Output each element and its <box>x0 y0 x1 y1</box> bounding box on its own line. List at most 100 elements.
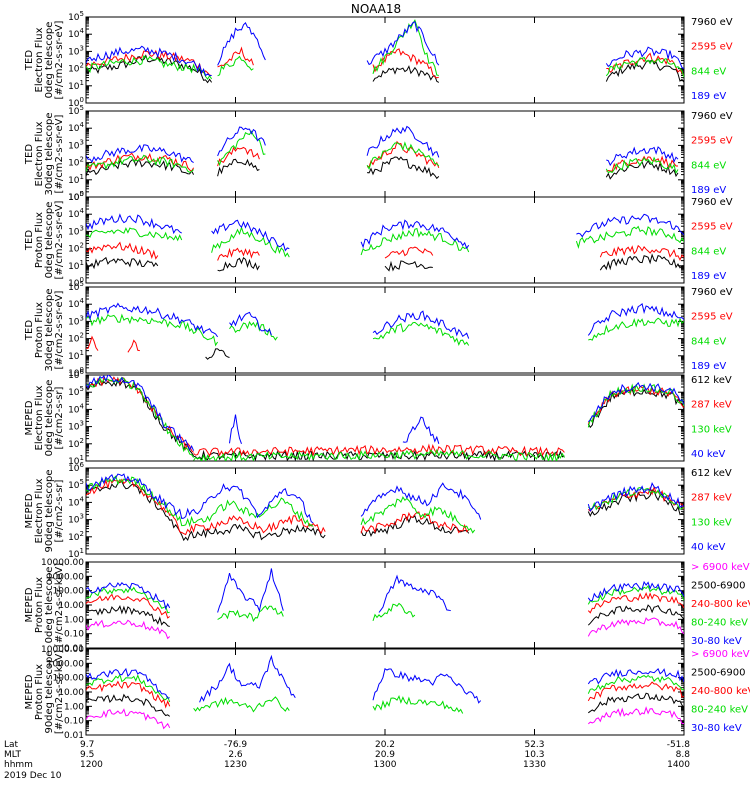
y-tick-label: 100 <box>68 276 84 289</box>
series-line <box>86 55 213 80</box>
legend-entry: 2595 eV <box>691 312 733 323</box>
series-line <box>86 152 195 172</box>
x-tick-label-lat: 52.3 <box>524 740 544 750</box>
x-tick-label-mlt: 20.9 <box>375 750 395 760</box>
legend-entry: 189 eV <box>691 361 726 372</box>
y-tick-label: 102 <box>68 242 84 255</box>
y-axis-label-line: Proton Flux <box>34 302 45 358</box>
legend-entry: 2500-6900 <box>691 581 746 592</box>
y-axis-label-line: MEPED <box>24 493 35 528</box>
series-line <box>599 253 684 271</box>
series-group <box>86 654 684 730</box>
series-line <box>587 485 684 512</box>
y-tick-label: 10000.00 <box>41 558 84 568</box>
series-line <box>86 335 99 351</box>
panel-frame <box>85 110 685 198</box>
legend-entry: 80-240 keV <box>691 705 748 716</box>
y-tick-label: 103 <box>68 314 84 327</box>
y-tick-label: 0.01 <box>64 644 84 654</box>
series-line <box>86 144 194 164</box>
legend-entry: > 6900 keV <box>691 562 750 573</box>
y-axis-label-line: 0deg telescope <box>44 22 55 99</box>
y-tick-label: 105 <box>68 280 84 293</box>
series-line <box>606 146 679 167</box>
y-axis-label-line: [#/cm2-s-sr] <box>54 386 65 449</box>
y-tick-label: 101 <box>68 79 84 92</box>
legend-entry: 130 keV <box>691 424 732 435</box>
legend-entry: > 6900 keV <box>691 649 750 660</box>
series-line <box>360 482 482 520</box>
y-axis-label-line: Electron Flux <box>34 478 45 543</box>
y-tick-label: 100 <box>68 366 84 379</box>
series-line <box>587 489 684 517</box>
y-tick-label: 106 <box>68 368 84 381</box>
y-tick-label: 100.00 <box>53 674 85 684</box>
series-line <box>360 227 470 256</box>
y-axis-label-line: [#/cm2-s-sr-keV] <box>54 650 65 734</box>
panel-frame <box>85 196 685 284</box>
y-axis-label-line: 0deg telescope <box>44 380 55 457</box>
y-tick-label: 10.00 <box>58 688 84 698</box>
legend-entry: 40 keV <box>691 542 725 553</box>
series-line <box>211 225 290 258</box>
y-axis-label: MEPEDElectron Flux90deg telescope[#/cm2-… <box>24 469 65 552</box>
legend-entry: 844 eV <box>691 160 726 171</box>
y-axis-label-line: TED <box>24 144 35 165</box>
series-line <box>384 246 434 259</box>
legend-entry: 2595 eV <box>691 222 733 233</box>
series-line <box>86 313 219 347</box>
series-line <box>588 317 684 341</box>
y-axis-label-line: Electron Flux <box>34 121 45 186</box>
y-axis-label-line: 30deg telescope <box>44 288 55 371</box>
legend-entry: 240-800 keV <box>691 599 750 610</box>
series-line <box>229 414 242 444</box>
y-tick-label: 106 <box>68 461 84 474</box>
legend-entry: 189 eV <box>691 185 726 196</box>
legend-entry: 240-800 keV <box>691 686 750 697</box>
y-tick-label: 100 <box>68 96 84 109</box>
y-tick-label: 103 <box>68 44 84 57</box>
y-tick-label: 1.00 <box>64 702 84 712</box>
y-axis-label-line: [#/cm2-s-sr-eV] <box>54 20 65 99</box>
series-line <box>605 59 684 83</box>
legend-entry: 189 eV <box>691 91 726 102</box>
y-tick-label: 101 <box>68 259 84 272</box>
series-line <box>599 244 684 261</box>
series-line <box>587 674 684 694</box>
y-axis-label-line: [#/cm2-s-sr-keV] <box>54 563 65 647</box>
series-line <box>587 381 684 423</box>
series-line <box>127 339 140 353</box>
series-line <box>587 681 684 702</box>
x-tick-label-lat: -51.8 <box>667 740 691 750</box>
series-line <box>360 219 470 250</box>
series-line <box>217 126 266 157</box>
series-line <box>86 619 171 640</box>
series-line <box>588 692 684 714</box>
legend-entry: 7960 eV <box>691 17 733 28</box>
series-line <box>193 696 290 713</box>
series-line <box>217 568 284 613</box>
y-tick-label: 103 <box>68 224 84 237</box>
series-line <box>217 46 254 68</box>
series-line <box>360 511 470 534</box>
series-line <box>587 385 684 424</box>
y-tick-label: 1.00 <box>64 615 84 625</box>
y-axis-label-line: [#/cm2-s-sr] <box>54 479 65 542</box>
series-line <box>366 21 440 66</box>
y-tick-label: 104 <box>68 121 84 134</box>
y-tick-label: 102 <box>68 156 84 169</box>
y-axis-label-line: MEPED <box>24 587 35 622</box>
panel-8: 0.010.101.0010.00100.001000.0010000.00ME… <box>24 645 750 741</box>
series-line <box>86 49 212 76</box>
series-line <box>86 159 195 177</box>
y-axis-label-line: 30deg telescope <box>44 112 55 195</box>
y-axis-label-line: [#/cm2-s-sr-eV] <box>54 114 65 193</box>
series-line <box>217 158 260 177</box>
y-axis-label-line: [#/cm2-s-sr-eV] <box>54 200 65 279</box>
y-axis-label-line: 90deg telescope <box>44 469 55 552</box>
